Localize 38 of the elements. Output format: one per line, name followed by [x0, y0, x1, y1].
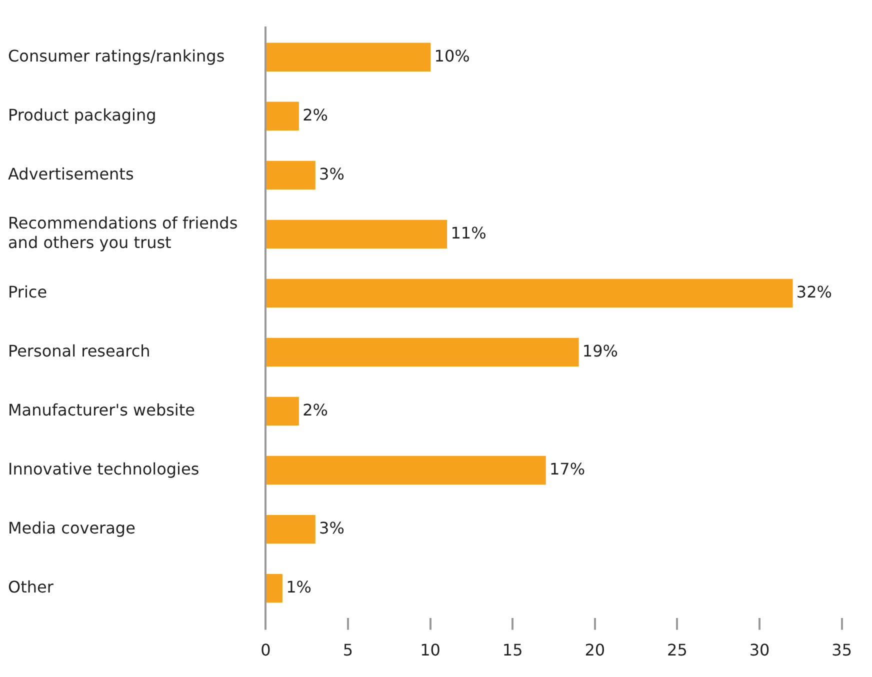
y-tick-label: Recommendations of friends and others you trust	[8, 214, 238, 252]
x-tick-label: 35	[832, 640, 852, 660]
data-label: 19%	[582, 341, 618, 360]
bar	[266, 102, 299, 130]
x-tick-label: 5	[342, 640, 354, 660]
x-tick-label: 10	[420, 640, 440, 660]
y-tick-label: Product packaging	[8, 105, 156, 124]
x-tick-label: 25	[667, 640, 688, 660]
x-tick-label: 0	[260, 640, 271, 660]
y-tick-label: Consumer ratings/rankings	[8, 46, 225, 66]
data-label: 17%	[550, 459, 586, 478]
bar	[266, 514, 316, 544]
bar	[266, 220, 448, 248]
y-tick-label: Personal research	[8, 341, 150, 360]
y-tick-label: Other	[8, 577, 54, 596]
x-tick-label: 15	[502, 640, 523, 660]
y-tick-label: Media coverage	[8, 518, 136, 538]
data-label: 3%	[319, 164, 344, 184]
x-tick-label: 30	[749, 640, 770, 660]
data-label: 1%	[286, 577, 312, 596]
bar	[266, 396, 299, 426]
data-label: 10%	[434, 46, 470, 66]
data-label: 32%	[796, 282, 832, 302]
y-tick-label: Advertisements	[8, 164, 134, 184]
y-tick-label: Innovative technologies	[8, 459, 200, 478]
bar	[266, 160, 316, 190]
data-label: 3%	[319, 518, 344, 538]
bar	[266, 574, 282, 603]
x-tick-label: 20	[584, 640, 606, 660]
bar	[266, 456, 546, 485]
y-tick-label: Manufacturer's website	[8, 400, 195, 420]
bar	[266, 278, 793, 308]
bar	[266, 42, 431, 72]
bar	[266, 338, 579, 367]
data-label: 11%	[450, 223, 486, 242]
data-label: 2%	[302, 400, 328, 420]
y-tick-label: Price	[8, 282, 48, 302]
data-label: 2%	[302, 105, 328, 124]
